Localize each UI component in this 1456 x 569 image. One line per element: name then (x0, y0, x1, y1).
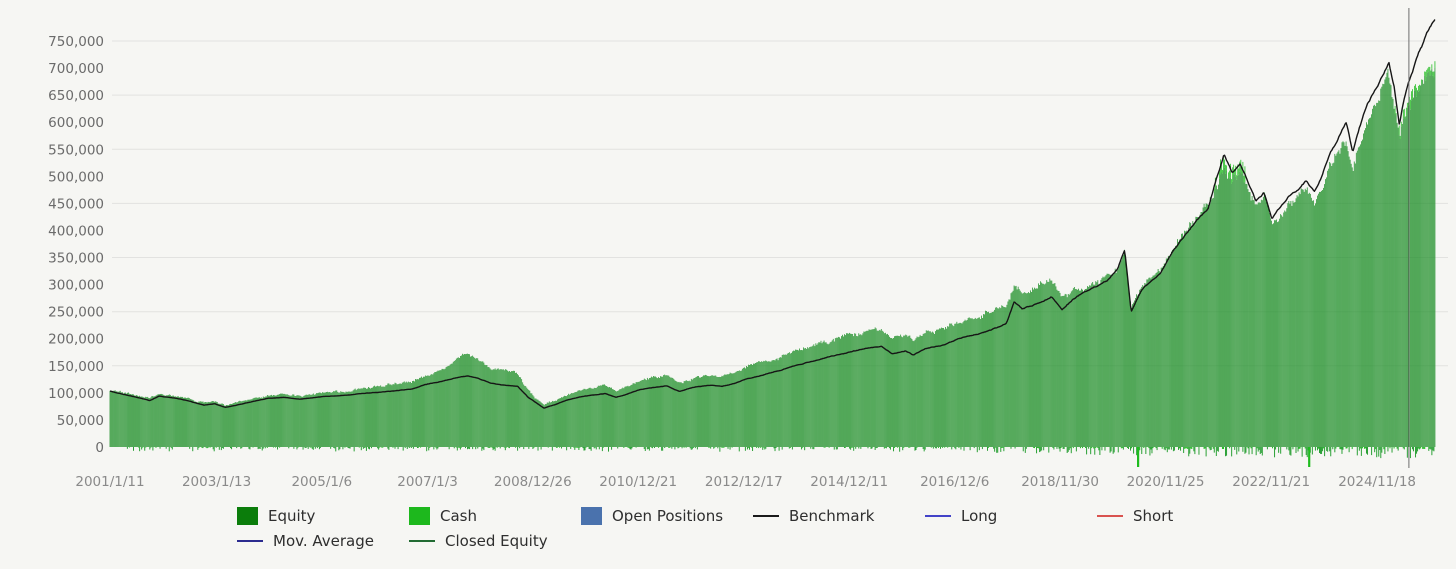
legend-label: Open Positions (612, 507, 724, 525)
legend-item-benchmark: Benchmark (753, 506, 925, 526)
legend-label: Short (1133, 507, 1174, 525)
equity-chart[interactable]: 0 50,000 100,000 150,000 200,000 250,000 300,0… (0, 0, 1456, 500)
benchmark-line (109, 19, 1436, 409)
cash-swatch (409, 507, 430, 525)
svg-text:650,000: 650,000 (48, 88, 104, 104)
svg-text:2010/12/21: 2010/12/21 (599, 474, 677, 490)
svg-text:2014/12/11: 2014/12/11 (810, 474, 888, 490)
equity-swatch (237, 507, 258, 525)
chart-legend: Equity Cash Open Positions Benchmark Lon… (237, 506, 1456, 551)
legend-item-cash: Cash (409, 506, 581, 526)
svg-text:2001/1/11: 2001/1/11 (75, 474, 144, 490)
svg-text:400,000: 400,000 (48, 224, 104, 240)
svg-text:50,000: 50,000 (57, 413, 104, 429)
legend-item-equity: Equity (237, 506, 409, 526)
legend-label: Long (961, 507, 998, 525)
svg-text:300,000: 300,000 (48, 278, 104, 294)
svg-text:2024/11/18: 2024/11/18 (1338, 474, 1416, 490)
legend-item-long: Long (925, 506, 1097, 526)
legend-item-short: Short (1097, 506, 1269, 526)
svg-text:200,000: 200,000 (48, 332, 104, 348)
closed-equity-swatch (409, 540, 435, 542)
benchmark-swatch (753, 515, 779, 517)
svg-text:600,000: 600,000 (48, 115, 104, 131)
legend-label: Closed Equity (445, 532, 548, 550)
long-swatch (925, 515, 951, 517)
svg-text:0: 0 (95, 440, 104, 456)
svg-text:2012/12/17: 2012/12/17 (705, 474, 783, 490)
equity-bars (109, 67, 1436, 448)
gridlines (112, 40, 1448, 367)
mov-average-swatch (237, 540, 263, 542)
svg-text:450,000: 450,000 (48, 196, 104, 212)
svg-text:250,000: 250,000 (48, 305, 104, 321)
svg-text:2003/1/13: 2003/1/13 (182, 474, 251, 490)
svg-text:550,000: 550,000 (48, 142, 104, 158)
svg-text:700,000: 700,000 (48, 61, 104, 77)
svg-text:2007/1/3: 2007/1/3 (397, 474, 458, 490)
svg-text:350,000: 350,000 (48, 251, 104, 267)
svg-text:500,000: 500,000 (48, 169, 104, 185)
legend-label: Cash (440, 507, 477, 525)
svg-text:2018/11/30: 2018/11/30 (1021, 474, 1099, 490)
x-axis-labels: 2001/1/11 2003/1/13 2005/1/6 2007/1/3 2008/1… (75, 474, 1416, 490)
legend-item-mov-average: Mov. Average (237, 531, 409, 551)
legend-label: Benchmark (789, 507, 875, 525)
y-axis-labels: 0 50,000 100,000 150,000 200,000 250,000 300,0… (48, 34, 104, 456)
legend-item-closed-equity: Closed Equity (409, 531, 581, 551)
svg-text:100,000: 100,000 (48, 386, 104, 402)
equity-curve-panel: 0 50,000 100,000 150,000 200,000 250,000 300,0… (0, 0, 1456, 551)
legend-item-open-positions: Open Positions (581, 506, 753, 526)
svg-text:2008/12/26: 2008/12/26 (494, 474, 572, 490)
short-swatch (1097, 515, 1123, 517)
svg-text:750,000: 750,000 (48, 34, 104, 50)
cash-bars (126, 447, 1435, 467)
svg-text:2020/11/25: 2020/11/25 (1127, 474, 1205, 490)
svg-text:2022/11/21: 2022/11/21 (1232, 474, 1310, 490)
open-positions-swatch (581, 507, 602, 525)
svg-text:150,000: 150,000 (48, 359, 104, 375)
svg-text:2016/12/6: 2016/12/6 (920, 474, 989, 490)
legend-label: Mov. Average (273, 532, 374, 550)
legend-label: Equity (268, 507, 316, 525)
svg-text:2005/1/6: 2005/1/6 (291, 474, 352, 490)
